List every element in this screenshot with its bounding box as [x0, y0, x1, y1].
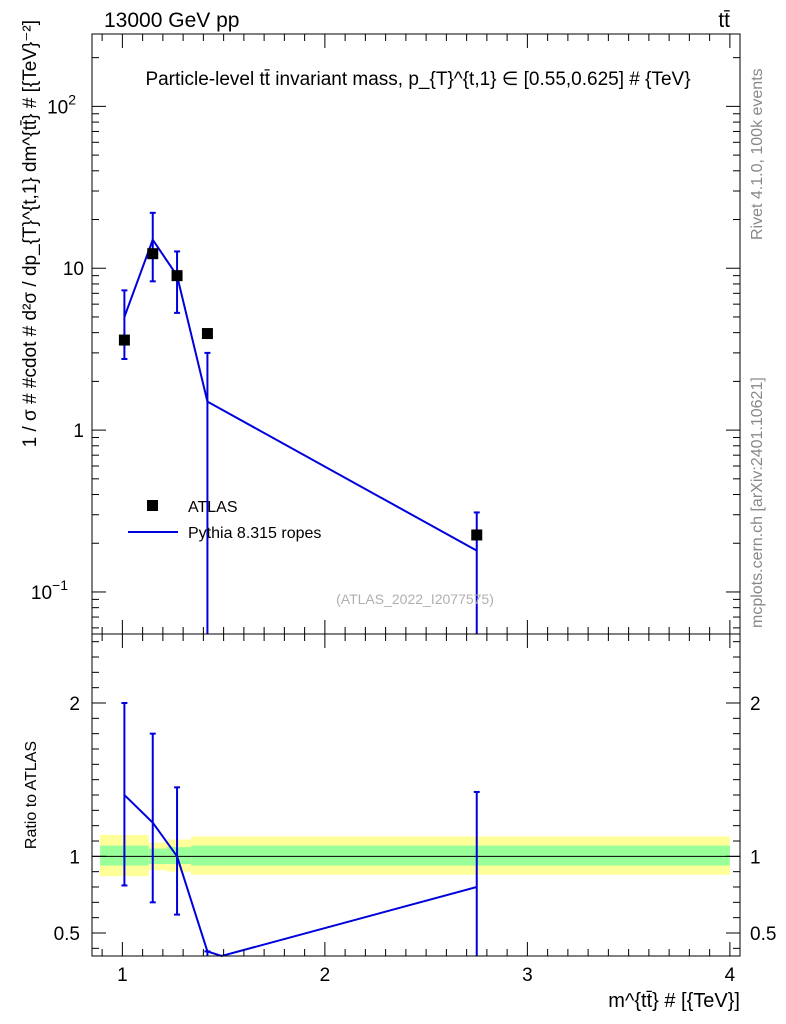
atlas-data-point — [471, 529, 483, 541]
header-left-label: 13000 GeV pp — [104, 9, 239, 32]
lower-panel-frame — [91, 633, 741, 957]
x-axis-label: m^{tt̄} # [{TeV}] — [608, 990, 740, 1012]
upper-panel-frame — [91, 33, 741, 635]
legend-pythia-label: Pythia 8.315 ropes — [188, 525, 321, 542]
lower-y-axis-label: Ratio to ATLAS — [23, 741, 40, 849]
upper-y-axis-label: 1 / σ # #cdot # d²σ / dp_{T}^{t,1} dm^{t… — [20, 20, 41, 447]
lower-y-tick-label-right: 2 — [750, 694, 761, 715]
ratio-band-inner — [191, 845, 222, 866]
legend-atlas-label: ATLAS — [188, 499, 238, 516]
x-tick-label: 4 — [725, 965, 736, 986]
main-title: Particle-level tt̄ invariant mass, p_{T}… — [145, 69, 690, 90]
upper-y-tick-exponent: 2 — [68, 91, 76, 107]
header-right-label: tt̄ — [718, 9, 730, 32]
atlas-data-point — [201, 328, 213, 340]
atlas-data-point — [147, 248, 159, 260]
atlas-data-point — [118, 334, 130, 346]
ratio-series-line — [123, 794, 478, 958]
upper-y-tick-exponent: −1 — [52, 577, 68, 593]
lower-y-tick-label-left: 2 — [69, 694, 80, 715]
x-tick-label: 3 — [522, 965, 533, 986]
legend: ATLAS Pythia 8.315 ropes — [128, 499, 321, 542]
atlas-data-point — [171, 270, 183, 282]
upper-y-tick-label: 102 — [47, 91, 76, 118]
upper-y-tick-label: 10−1 — [31, 577, 68, 604]
x-tick-label: 1 — [117, 965, 128, 986]
ratio-band-inner — [221, 845, 730, 866]
lower-y-tick-label-left: 0.5 — [54, 924, 80, 945]
lower-panel: 1 2 3 4 0.5 0.5 1 1 2 2 Ratio to ATLAS m^{tt̄} # … — [23, 633, 776, 1012]
mcplots-site-label: mcplots.cern.ch [arXiv:2401.10621] — [749, 377, 766, 628]
lower-y-tick-label-right: 0.5 — [750, 924, 776, 945]
upper-y-tick-label: 1 — [73, 421, 84, 442]
upper-panel: 10−1 1 10 102 Particle-level tt̄ invariant … — [20, 20, 741, 635]
lower-y-tick-label-left: 1 — [69, 847, 80, 868]
upper-y-tick-label: 10 — [63, 259, 84, 280]
watermark-label: (ATLAS_2022_I2077575) — [336, 591, 494, 607]
legend-atlas-marker — [147, 500, 158, 511]
lower-y-tick-label-right: 1 — [750, 847, 761, 868]
x-tick-label: 2 — [320, 965, 331, 986]
rivet-version-label: Rivet 4.1.0, 100k events — [749, 68, 766, 240]
